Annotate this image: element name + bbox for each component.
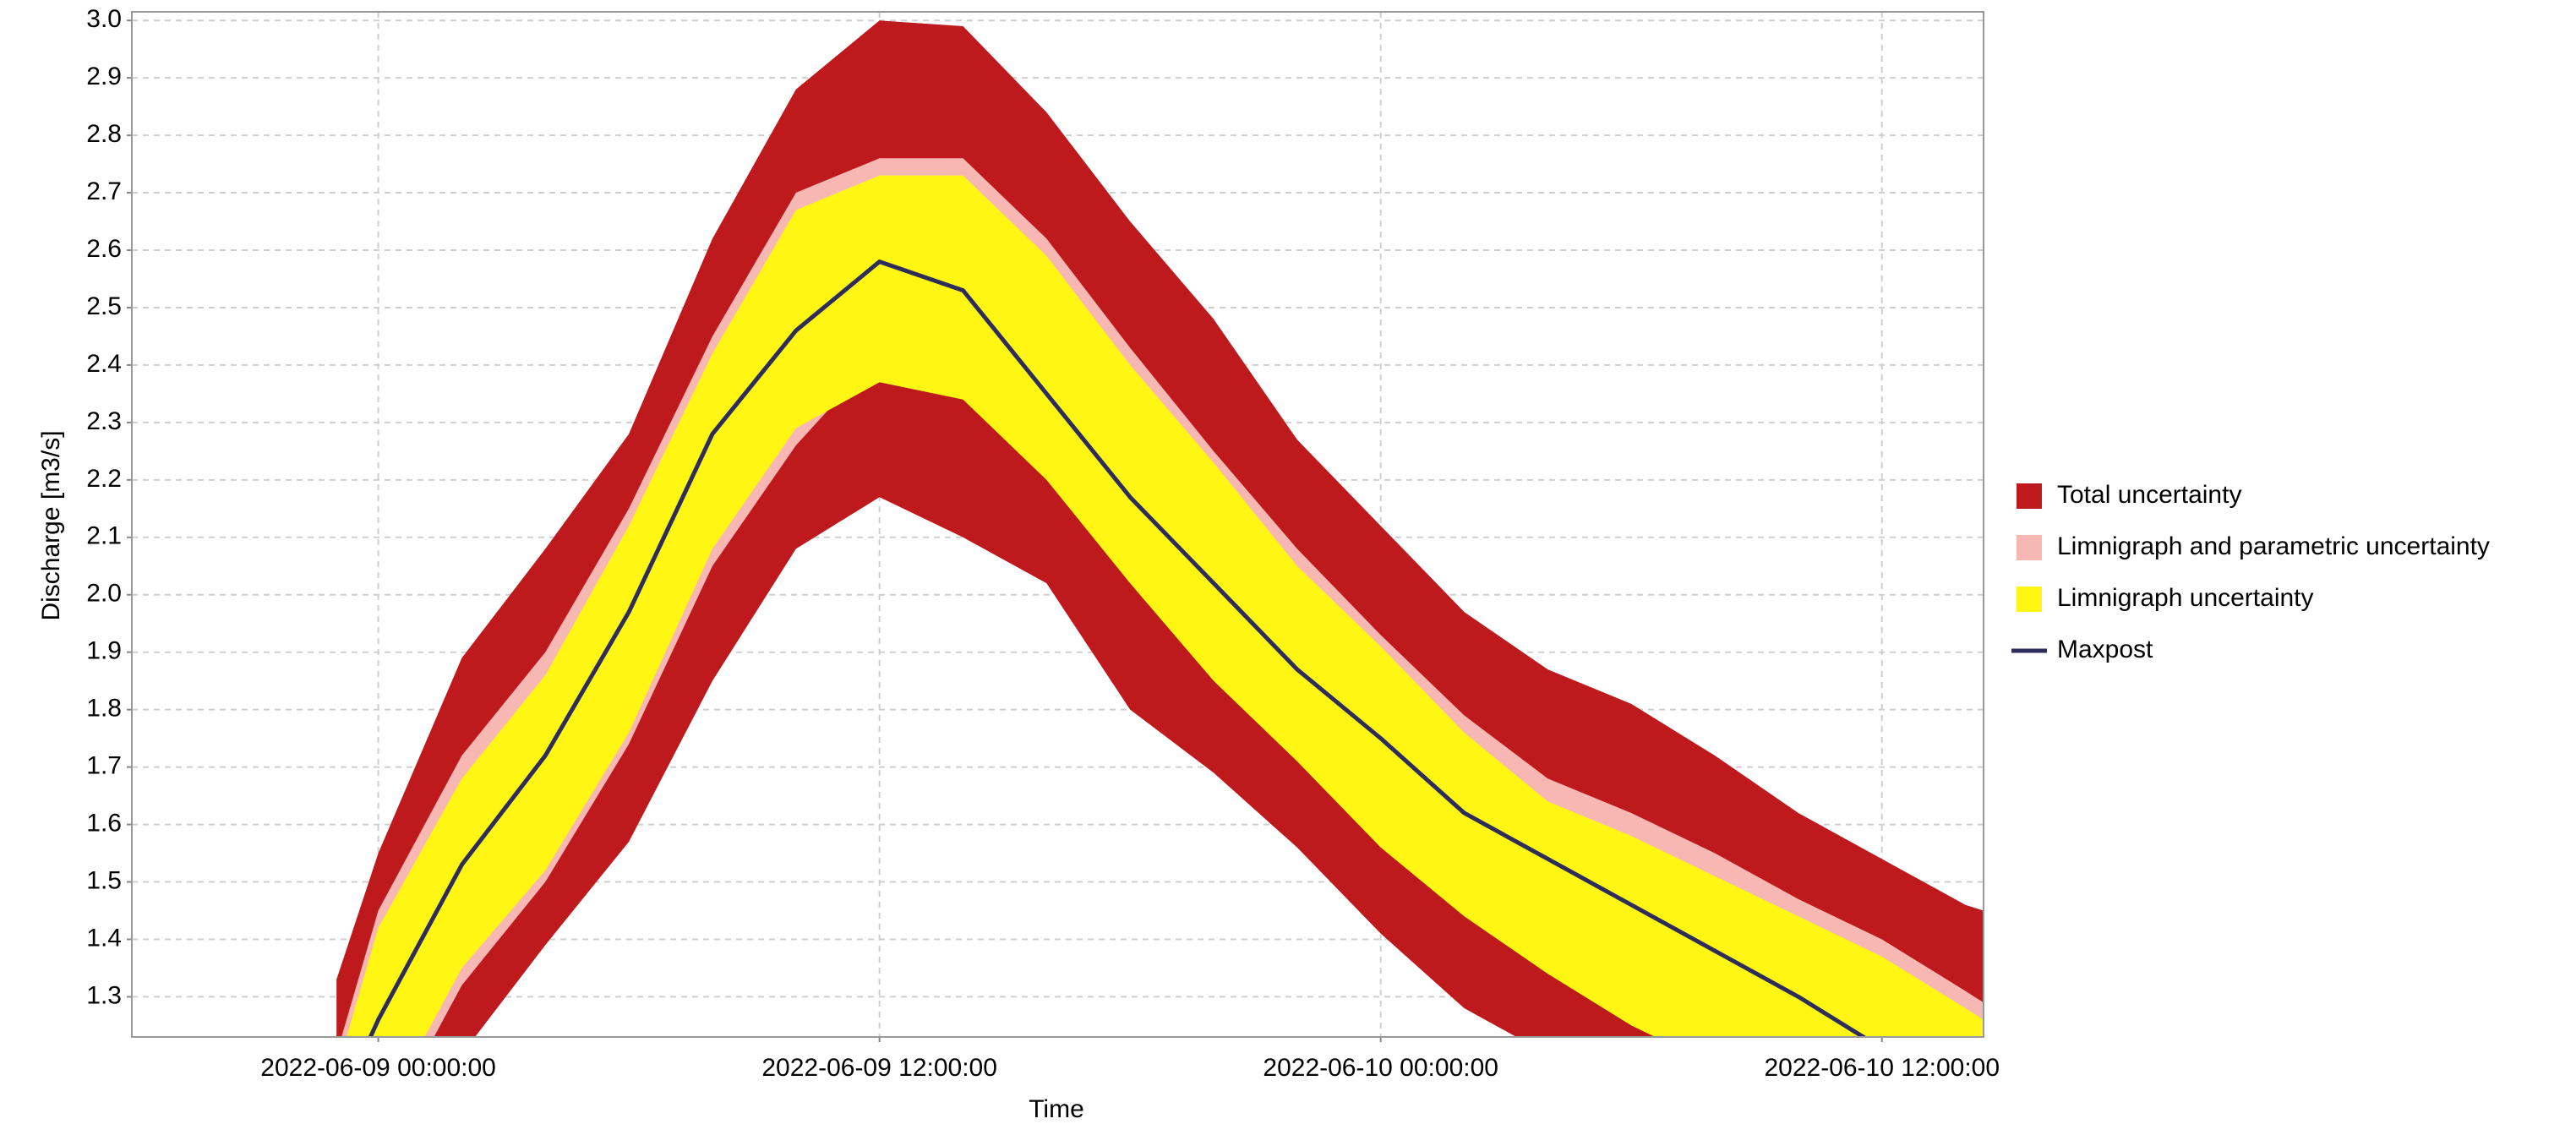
x-tick-label: 2022-06-10 00:00:00 [1263,1054,1498,1082]
legend-label: Limnigraph and parametric uncertainty [2057,532,2490,560]
uncertainty-band [347,175,1984,1037]
y-tick-label: 2.4 [86,350,122,378]
y-tick-label: 1.3 [86,981,122,1009]
legend-swatch [2017,587,2042,612]
y-tick-label: 2.2 [86,465,122,493]
x-axis-label: Time [1029,1095,1084,1123]
y-axis-label: Discharge [m3/s] [37,430,65,620]
legend-label: Limnigraph uncertainty [2057,584,2314,612]
plot-area [336,20,1984,1037]
x-tick-label: 2022-06-10 12:00:00 [1764,1054,2000,1082]
legend-swatch [2017,483,2042,509]
legend-swatch [2017,535,2042,560]
y-tick-label: 1.9 [86,637,122,665]
plot-border [131,11,1984,1038]
y-tick-label: 2.5 [86,292,122,320]
maxpost-line [368,259,1868,1037]
y-tick-label: 1.4 [86,924,122,952]
y-tick-label: 2.3 [86,407,122,435]
y-tick-label: 2.0 [86,580,122,608]
y-tick-label: 2.7 [86,177,122,205]
y-tick-label: 3.0 [86,5,122,33]
y-tick-label: 1.5 [86,866,122,894]
legend-label: Maxpost [2057,636,2153,663]
y-tick-label: 1.7 [86,752,122,780]
y-tick-label: 2.9 [86,63,122,90]
y-tick-label: 1.6 [86,809,122,837]
y-tick-label: 2.1 [86,522,122,550]
x-tick-label: 2022-06-09 00:00:00 [260,1054,496,1082]
y-tick-label: 2.6 [86,235,122,263]
legend-label: Total uncertainty [2057,481,2241,509]
y-tick-label: 1.8 [86,695,122,723]
x-tick-label: 2022-06-09 12:00:00 [761,1054,997,1082]
y-tick-label: 2.8 [86,120,122,148]
